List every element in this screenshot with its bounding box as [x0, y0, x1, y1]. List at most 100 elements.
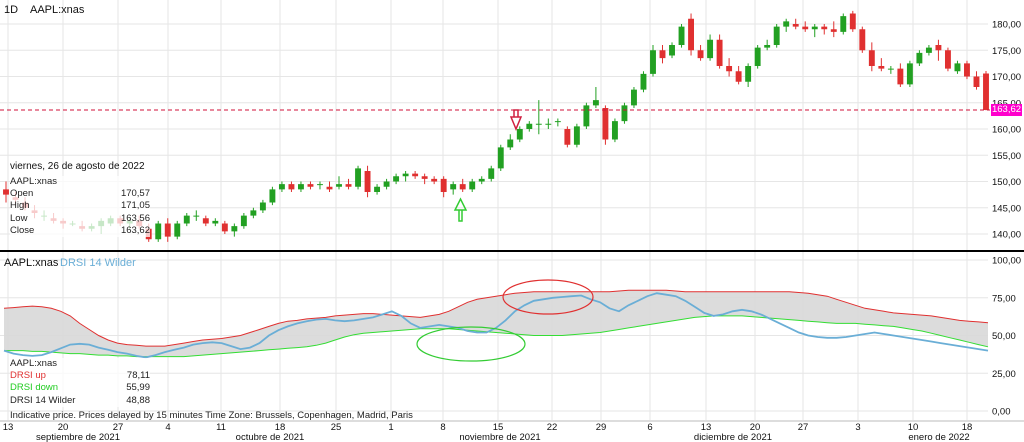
candle-body [364, 171, 371, 192]
candle-body [669, 45, 675, 56]
candle-body [640, 73, 647, 90]
candle-body [516, 129, 523, 140]
indicator-tick-label: 25,00 [992, 369, 1016, 380]
ohlc-label: Open [10, 188, 34, 200]
candle-body [469, 181, 476, 190]
candle-body [707, 39, 714, 59]
candle-body [916, 52, 923, 64]
time-tick-label: 27 [113, 422, 124, 433]
ohlc-label: High [10, 200, 30, 212]
indicator-value: 48,88 [126, 394, 150, 406]
candle-body [735, 71, 742, 82]
candle-body [478, 178, 485, 182]
candle-body [887, 68, 894, 70]
candle-body [792, 24, 799, 27]
candle-body [488, 168, 495, 179]
candle-body [535, 123, 542, 125]
delay-notice: Indicative price. Prices delayed by 15 m… [10, 410, 413, 421]
candle-body [174, 223, 181, 237]
month-label: diciembre de 2021 [694, 432, 772, 442]
drsi-band-fill [4, 290, 988, 357]
candle-body [526, 123, 533, 129]
candle-body [240, 215, 247, 227]
price-tick-label: 170,00 [992, 72, 1021, 83]
indicator-tick-label: 100,00 [992, 256, 1021, 267]
candle-body [678, 26, 685, 45]
candle-body [973, 76, 980, 87]
time-tick-label: 27 [798, 422, 809, 433]
candle-body [783, 21, 790, 27]
price-tick-label: 165,00 [992, 98, 1021, 109]
indicator-panel-symbol: AAPL:xnas [10, 358, 57, 369]
time-tick-label: 18 [275, 422, 286, 433]
last-price-tag: 163,62 [991, 104, 1022, 116]
ohlc-label: Low [10, 212, 28, 224]
time-tick-label: 22 [547, 422, 558, 433]
candle-body [621, 105, 628, 122]
candle-body [307, 184, 314, 187]
candle-body [564, 129, 571, 145]
time-tick-label: 4 [165, 422, 170, 433]
candle-body [697, 50, 704, 59]
time-tick-label: 6 [647, 422, 652, 433]
sell-arrow-icon [509, 109, 523, 131]
price-tick-label: 160,00 [992, 125, 1021, 136]
candle-body [802, 26, 809, 30]
candle-body [317, 184, 323, 186]
candle-body [202, 218, 209, 224]
drsi-fill [4, 290, 988, 357]
time-tick-label: 18 [962, 422, 973, 433]
indicator-name: DRSI 14 Wilder [60, 257, 136, 269]
ohlc-value: 163,56 [120, 212, 150, 224]
candle-body [259, 202, 266, 211]
price-tick-label: 140,00 [992, 230, 1021, 241]
candle-body [383, 181, 390, 187]
time-tick-label: 8 [440, 422, 445, 433]
time-tick-label: 10 [908, 422, 919, 433]
candle-body [355, 168, 361, 187]
time-tick-label: 20 [58, 422, 69, 433]
candle-body [278, 184, 285, 190]
candle-body [868, 50, 875, 66]
ohlc-panel: AAPL:xnas Open 170,57 High 171,05 Low 163,5… [10, 176, 150, 238]
drsi-up-line [3, 289, 989, 347]
indicator-row: DRSI down 55,99 [10, 382, 150, 394]
drsi-down-line [4, 315, 989, 358]
price-gridlines [0, 0, 988, 250]
candle-body [840, 16, 847, 32]
indicator-tick-label: 50,00 [992, 331, 1016, 342]
candle-body [745, 66, 752, 82]
time-tick-label: 20 [750, 422, 761, 433]
ohlc-row: Low 163,56 [10, 213, 150, 225]
ohlc-value: 163,62 [120, 224, 150, 236]
buy-arrow-icon [453, 197, 468, 222]
candle-body [412, 173, 419, 177]
month-label: septiembre de 2021 [36, 432, 120, 442]
candle-body [811, 26, 818, 30]
indicator-symbol: AAPL:xnas [4, 257, 59, 269]
candle-body [830, 29, 837, 32]
time-tick-label: 13 [701, 422, 712, 433]
candles [3, 10, 989, 242]
ohlc-value: 171,05 [120, 200, 150, 212]
candle-body [507, 139, 514, 148]
candle-body [336, 184, 342, 187]
candle-body [726, 66, 733, 72]
candle-body [859, 29, 866, 51]
ohlc-label: Close [10, 224, 35, 236]
candle-body [906, 63, 913, 85]
candle-body [250, 210, 257, 216]
time-tick-label: 3 [855, 422, 860, 433]
candle-body [964, 63, 970, 77]
price-tick-label: 145,00 [992, 203, 1021, 214]
indicator-tick-label: 0,00 [992, 407, 1011, 418]
time-tick-label: 1 [388, 422, 393, 433]
candle-body [374, 186, 381, 192]
candle-body [878, 66, 885, 69]
drsi-main-line [3, 292, 989, 359]
candle-body [573, 126, 580, 145]
candle-body [545, 123, 552, 125]
candle-body [155, 223, 162, 240]
price-tick-label: 155,00 [992, 151, 1021, 162]
